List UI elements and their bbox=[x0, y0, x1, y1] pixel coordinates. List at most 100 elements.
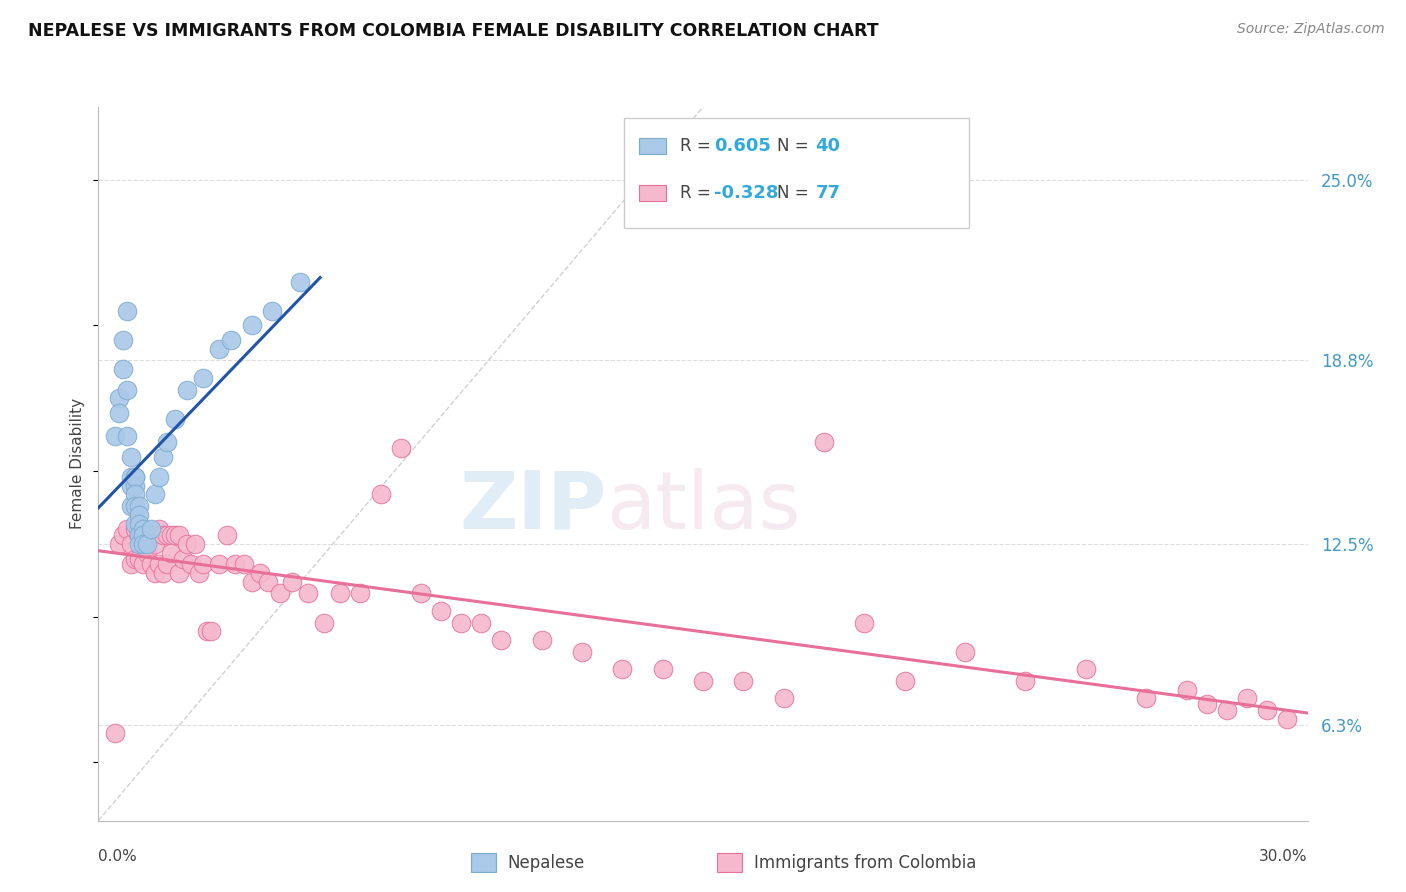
Point bbox=[111, 528, 134, 542]
Point bbox=[256, 574, 278, 589]
Point bbox=[111, 333, 134, 347]
Point bbox=[1277, 712, 1299, 726]
Point bbox=[370, 487, 392, 501]
Point bbox=[853, 615, 876, 630]
Point bbox=[120, 499, 142, 513]
Point bbox=[115, 383, 138, 397]
Point bbox=[124, 499, 146, 513]
Text: -0.328: -0.328 bbox=[714, 184, 779, 202]
Point bbox=[107, 406, 129, 420]
Point bbox=[314, 615, 336, 630]
Point bbox=[1175, 682, 1198, 697]
Point bbox=[124, 551, 146, 566]
Point bbox=[103, 429, 125, 443]
Point bbox=[148, 558, 170, 572]
Point bbox=[135, 546, 157, 560]
Point bbox=[281, 574, 304, 589]
Point bbox=[115, 304, 138, 318]
Point bbox=[128, 508, 150, 522]
Point bbox=[288, 275, 311, 289]
Point bbox=[409, 586, 432, 600]
Y-axis label: Female Disability: Female Disability bbox=[70, 398, 86, 530]
Point bbox=[530, 633, 553, 648]
Point bbox=[135, 537, 157, 551]
Point bbox=[132, 558, 155, 572]
Text: Source: ZipAtlas.com: Source: ZipAtlas.com bbox=[1237, 22, 1385, 37]
Point bbox=[269, 586, 291, 600]
Point bbox=[1236, 691, 1258, 706]
Point bbox=[135, 528, 157, 542]
Bar bbox=[638, 185, 665, 201]
Point bbox=[120, 478, 142, 492]
Point bbox=[297, 586, 319, 600]
Point bbox=[1074, 662, 1097, 676]
Point bbox=[115, 429, 138, 443]
Point bbox=[349, 586, 371, 600]
Point bbox=[217, 528, 239, 542]
Point bbox=[813, 435, 835, 450]
Point bbox=[224, 558, 246, 572]
Text: R =: R = bbox=[681, 137, 716, 155]
Point bbox=[193, 371, 215, 385]
Point bbox=[208, 342, 231, 356]
Point bbox=[120, 558, 142, 572]
Point bbox=[249, 566, 271, 580]
Point bbox=[184, 537, 207, 551]
Point bbox=[491, 633, 513, 648]
Point bbox=[139, 558, 162, 572]
Text: 0.0%: 0.0% bbox=[98, 849, 138, 864]
Point bbox=[772, 691, 794, 706]
Point bbox=[156, 528, 179, 542]
Point bbox=[176, 537, 198, 551]
Point bbox=[152, 528, 174, 542]
Point bbox=[470, 615, 492, 630]
Point bbox=[111, 362, 134, 376]
Point bbox=[232, 558, 254, 572]
Point bbox=[156, 435, 179, 450]
Point bbox=[1256, 703, 1278, 717]
Point bbox=[148, 470, 170, 484]
Point bbox=[208, 558, 231, 572]
Point bbox=[172, 551, 194, 566]
Point bbox=[195, 624, 218, 639]
Point bbox=[143, 566, 166, 580]
Point bbox=[152, 450, 174, 464]
Point bbox=[120, 537, 142, 551]
Point bbox=[571, 645, 593, 659]
Point bbox=[167, 566, 190, 580]
Text: 40: 40 bbox=[815, 137, 841, 155]
Point bbox=[953, 645, 976, 659]
Text: 77: 77 bbox=[815, 184, 841, 202]
Text: ZIP: ZIP bbox=[458, 467, 606, 546]
Point bbox=[651, 662, 673, 676]
Point bbox=[107, 392, 129, 406]
Text: N =: N = bbox=[776, 137, 814, 155]
Point bbox=[128, 516, 150, 531]
Point bbox=[160, 528, 183, 542]
Point bbox=[132, 537, 155, 551]
Point bbox=[143, 537, 166, 551]
Point bbox=[128, 528, 150, 542]
Point bbox=[163, 411, 186, 425]
Point bbox=[128, 528, 150, 542]
Point bbox=[329, 586, 352, 600]
Point bbox=[128, 537, 150, 551]
Point bbox=[128, 551, 150, 566]
Point bbox=[115, 522, 138, 536]
Point bbox=[156, 558, 179, 572]
Point bbox=[430, 604, 453, 618]
Text: atlas: atlas bbox=[606, 467, 800, 546]
Point bbox=[180, 558, 202, 572]
Point bbox=[124, 516, 146, 531]
Text: Immigrants from Colombia: Immigrants from Colombia bbox=[754, 854, 976, 871]
Point bbox=[152, 566, 174, 580]
Text: 0.605: 0.605 bbox=[714, 137, 770, 155]
Point bbox=[1195, 697, 1218, 711]
Text: R =: R = bbox=[681, 184, 716, 202]
Text: NEPALESE VS IMMIGRANTS FROM COLOMBIA FEMALE DISABILITY CORRELATION CHART: NEPALESE VS IMMIGRANTS FROM COLOMBIA FEM… bbox=[28, 22, 879, 40]
Point bbox=[124, 487, 146, 501]
Text: 30.0%: 30.0% bbox=[1260, 849, 1308, 864]
Point bbox=[1216, 703, 1239, 717]
Text: N =: N = bbox=[776, 184, 814, 202]
Point bbox=[132, 528, 155, 542]
